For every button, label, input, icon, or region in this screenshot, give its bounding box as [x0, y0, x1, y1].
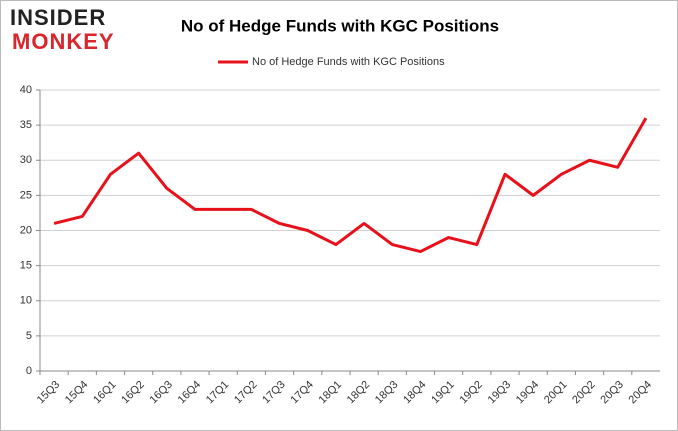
y-tick-label: 30 [20, 154, 32, 166]
data-line [53, 117, 648, 254]
y-tick-label: 35 [20, 119, 32, 131]
y-tick-label: 25 [20, 189, 32, 201]
y-tick-label: 10 [20, 295, 32, 307]
y-tick-label: 20 [20, 224, 32, 236]
y-tick-label: 40 [20, 84, 32, 96]
chart-title: No of Hedge Funds with KGC Positions [181, 16, 499, 35]
y-tick-label: 0 [26, 365, 32, 377]
y-tick-label: 5 [26, 330, 32, 342]
y-tick-label: 15 [20, 260, 32, 272]
legend-label: No of Hedge Funds with KGC Positions [252, 56, 445, 68]
logo-bottom: MONKEY [12, 29, 115, 54]
logo-top: INSIDER [10, 5, 106, 30]
